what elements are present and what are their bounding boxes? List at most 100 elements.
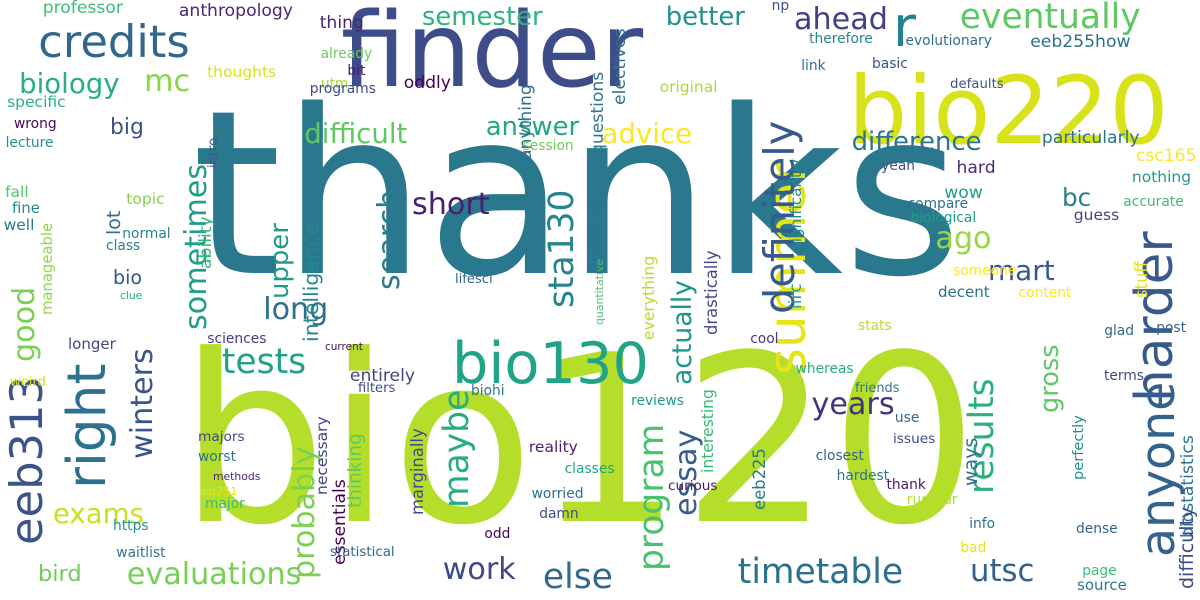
word-classes: classes (565, 463, 615, 477)
word-post: post (1156, 322, 1186, 336)
word-nothing: nothing (1132, 170, 1191, 186)
word-intro: intro (207, 138, 220, 168)
word-rumour: rumour (907, 494, 958, 508)
word-winters: winters (128, 349, 158, 460)
word-marginally: marginally (410, 428, 426, 515)
word-short: short (412, 190, 490, 220)
word-thinking: thinking (347, 433, 365, 508)
word-np: np (772, 0, 790, 14)
word-good: good (10, 287, 40, 362)
word-worried: worried (532, 488, 584, 502)
word-hard: hard (957, 160, 996, 177)
word-use: use (895, 412, 919, 426)
word-decent: decent (938, 285, 990, 300)
word-class: class (106, 240, 140, 254)
word-majors: majors (198, 431, 245, 445)
word-upper: upper (268, 224, 294, 300)
word-yeah: yeah (881, 160, 915, 174)
word-eeb255how: eeb255how (1030, 34, 1130, 51)
word-necessary: necessary (315, 416, 331, 495)
word-significantly: significantly (789, 159, 804, 250)
word-utsc: utsc (970, 557, 1034, 588)
word-iirc: iirc (788, 283, 805, 309)
word-methods: methods (213, 472, 260, 483)
word-instead: instead (587, 198, 606, 268)
word-work: work (443, 555, 516, 585)
word-perfectly: perfectly (1072, 415, 1087, 480)
word-bird: bird (38, 563, 82, 586)
word-terms: terms (1104, 370, 1144, 384)
word-someone: someone (953, 265, 1016, 279)
word-damn: damn (539, 508, 578, 522)
word-difference: difference (852, 130, 982, 156)
word-better: better (666, 5, 745, 31)
word-gross: gross (1038, 344, 1064, 413)
word-basic: basic (872, 58, 908, 72)
word-well: well (4, 218, 35, 234)
word-questions: questions (590, 72, 607, 155)
word-fall: fall (5, 185, 29, 201)
word-quantitative: quantitative (595, 259, 606, 325)
word-electives: electives (612, 28, 629, 105)
word-bit: bit (347, 65, 365, 79)
word-specific: specific (7, 95, 66, 111)
word-oddly: oddly (404, 75, 451, 92)
word-current: current (325, 342, 363, 353)
word-manageable: manageable (41, 223, 56, 315)
word-topic: topic (126, 192, 164, 208)
word-timetable: timetable (738, 555, 903, 590)
word-everything: everything (642, 256, 658, 340)
word-lot: lot (105, 211, 124, 235)
word-semester: semester (422, 5, 543, 31)
word-session: session (523, 140, 574, 154)
word-clue: clue (120, 291, 142, 302)
word-ability: ability (198, 217, 215, 270)
word-sciences: sciences (207, 333, 266, 347)
word-eeb225: eeb225 (752, 448, 768, 510)
word-info: info (969, 518, 995, 532)
word-original: original (660, 80, 718, 96)
word-cool: cool (750, 333, 778, 347)
word-actually: actually (670, 280, 697, 385)
word-eventually: eventually (960, 0, 1141, 35)
word-thoughts: thoughts (207, 65, 276, 81)
word-hardest: hardest (837, 470, 889, 484)
word-essay: essay (672, 430, 702, 516)
word-programs: programs (310, 83, 376, 97)
word-csc165: csc165 (1136, 148, 1197, 165)
word-odd: odd (484, 528, 510, 542)
word-lifesci: lifesci (455, 273, 493, 286)
word-fine: fine (12, 202, 40, 217)
word-dense: dense (1076, 523, 1118, 537)
word-mc: mc (144, 67, 190, 97)
word-whereas: whereas (796, 363, 854, 377)
word-worst: worst (198, 451, 236, 465)
word-major: major (205, 498, 245, 512)
word-sta130: sta130 (545, 190, 580, 309)
word-professor: professor (43, 0, 123, 17)
word-ago: ago (935, 224, 991, 254)
word-glad: glad (1104, 325, 1134, 339)
word-normal: normal (122, 228, 170, 242)
word-advice: advice (602, 120, 693, 148)
word-curious: curious (668, 480, 717, 494)
word-anthropology: anthropology (179, 3, 293, 20)
word-therefore: therefore (809, 33, 873, 47)
word-particularly: particularly (1042, 130, 1140, 147)
word-big: big (110, 117, 144, 139)
word-reviews: reviews (631, 395, 684, 409)
word-tests: tests (222, 345, 306, 380)
word-already: already (321, 48, 373, 62)
word-drastically: drastically (704, 250, 720, 335)
word-content: content (1019, 287, 1072, 301)
word-wrong: wrong (14, 118, 57, 132)
word-longer: longer (68, 337, 116, 352)
word-right: right (60, 364, 113, 489)
word-program: program (635, 424, 670, 571)
word-filters: filters (358, 382, 395, 395)
word-credits: credits (38, 20, 189, 65)
word-issues: issues (893, 433, 935, 447)
word-friends: friends (855, 383, 899, 396)
word-guess: guess (1074, 208, 1119, 224)
